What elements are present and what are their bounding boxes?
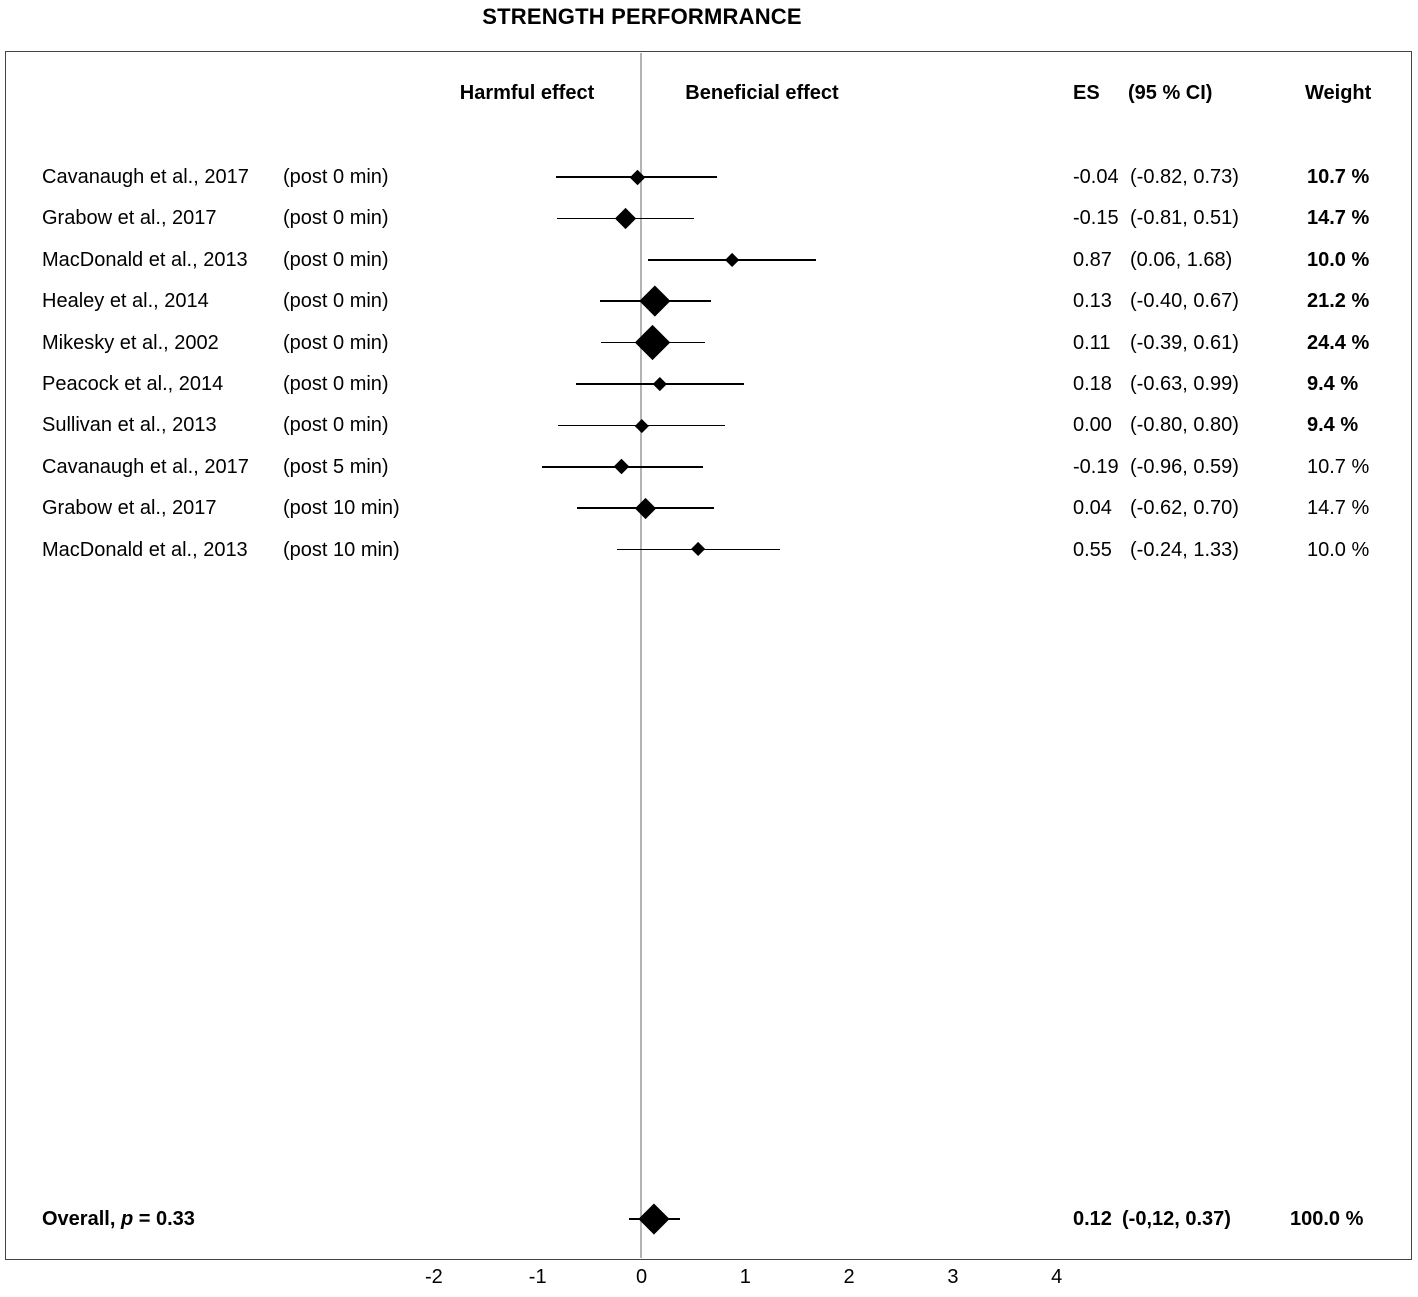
overall-label-prefix: Overall, <box>42 1208 121 1230</box>
es-value: 0.11 <box>1073 332 1111 354</box>
study-label: Grabow et al., 2017 <box>42 207 217 229</box>
overall-ci-value: (-0,12, 0.37) <box>1122 1208 1231 1230</box>
es-value: -0.19 <box>1073 456 1119 478</box>
table-row: MacDonald et al., 2013 (post 0 min) 0.87… <box>0 240 1418 280</box>
weight-value: 10.0 % <box>1307 249 1370 271</box>
overall-label: Overall, p = 0.33 <box>42 1199 195 1239</box>
weight-value: 21.2 % <box>1307 290 1370 312</box>
study-time-label: (post 0 min) <box>283 290 389 312</box>
axis-tick-label: -2 <box>424 1266 443 1288</box>
study-label: Grabow et al., 2017 <box>42 497 217 519</box>
es-value: 0.55 <box>1073 539 1112 561</box>
axis-tick-label: 1 <box>739 1266 751 1288</box>
study-label: Sullivan et al., 2013 <box>42 414 217 436</box>
study-label: Healey et al., 2014 <box>42 290 209 312</box>
beneficial-effect-header: Beneficial effect <box>685 82 839 104</box>
ci-value: (-0.24, 1.33) <box>1130 539 1239 561</box>
plot-frame <box>5 51 1412 1260</box>
ci-value: (-0.96, 0.59) <box>1130 456 1239 478</box>
ci-column-header: (95 % CI) <box>1128 82 1213 104</box>
overall-row: Overall, p = 0.33 0.12 (-0,12, 0.37) 100… <box>0 1199 1418 1239</box>
axis-tick-label: -1 <box>528 1266 547 1288</box>
study-time-label: (post 0 min) <box>283 414 389 436</box>
ci-value: (-0.39, 0.61) <box>1130 332 1239 354</box>
es-column-header: ES <box>1073 82 1100 104</box>
study-label: MacDonald et al., 2013 <box>42 249 248 271</box>
study-time-label: (post 0 min) <box>283 332 389 354</box>
es-value: 0.18 <box>1073 373 1112 395</box>
es-value: 0.00 <box>1073 414 1112 436</box>
weight-column-header: Weight <box>1305 82 1372 104</box>
table-row: Grabow et al., 2017 (post 0 min) -0.15 (… <box>0 198 1418 238</box>
weight-value: 10.0 % <box>1307 539 1370 561</box>
table-row: Healey et al., 2014 (post 0 min) 0.13 (-… <box>0 281 1418 321</box>
table-row: Grabow et al., 2017 (post 10 min) 0.04 (… <box>0 488 1418 528</box>
overall-weight-value: 100.0 % <box>1290 1208 1364 1230</box>
es-value: -0.04 <box>1073 166 1119 188</box>
axis-tick-label: 3 <box>947 1266 959 1288</box>
ci-value: (-0.80, 0.80) <box>1130 414 1239 436</box>
axis-tick-label: 0 <box>635 1266 648 1288</box>
es-value: 0.13 <box>1073 290 1112 312</box>
study-time-label: (post 5 min) <box>283 456 389 478</box>
ci-value: (-0.82, 0.73) <box>1130 166 1239 188</box>
table-row: MacDonald et al., 2013 (post 10 min) 0.5… <box>0 530 1418 570</box>
ci-value: (-0.40, 0.67) <box>1130 290 1239 312</box>
axis-tick-label: 2 <box>843 1266 855 1288</box>
ci-value: (-0.63, 0.99) <box>1130 373 1239 395</box>
table-row: Mikesky et al., 2002 (post 0 min) 0.11 (… <box>0 323 1418 363</box>
weight-value: 14.7 % <box>1307 497 1370 519</box>
weight-value: 10.7 % <box>1307 166 1370 188</box>
overall-p-value: = 0.33 <box>133 1208 195 1230</box>
study-time-label: (post 0 min) <box>283 166 389 188</box>
study-label: Cavanaugh et al., 2017 <box>42 166 249 188</box>
weight-value: 10.7 % <box>1307 456 1370 478</box>
table-row: Sullivan et al., 2013 (post 0 min) 0.00 … <box>0 405 1418 445</box>
weight-value: 9.4 % <box>1307 414 1359 436</box>
table-row: Peacock et al., 2014 (post 0 min) 0.18 (… <box>0 364 1418 404</box>
study-label: Cavanaugh et al., 2017 <box>42 456 249 478</box>
weight-value: 9.4 % <box>1307 373 1359 395</box>
study-time-label: (post 0 min) <box>283 373 389 395</box>
table-row: Cavanaugh et al., 2017 (post 5 min) -0.1… <box>0 447 1418 487</box>
es-value: 0.04 <box>1073 497 1112 519</box>
study-label: Mikesky et al., 2002 <box>42 332 219 354</box>
ci-value: (0.06, 1.68) <box>1130 249 1233 271</box>
study-time-label: (post 0 min) <box>283 249 389 271</box>
study-time-label: (post 0 min) <box>283 207 389 229</box>
table-row: Cavanaugh et al., 2017 (post 0 min) -0.0… <box>0 157 1418 197</box>
overall-p-symbol: p <box>120 1208 134 1230</box>
axis-tick-label: 4 <box>1051 1266 1063 1288</box>
weight-value: 14.7 % <box>1307 207 1370 229</box>
overall-es-value: 0.12 <box>1073 1208 1112 1230</box>
ci-value: (-0.81, 0.51) <box>1130 207 1239 229</box>
zero-effect-line <box>640 53 642 1258</box>
study-label: MacDonald et al., 2013 <box>42 539 248 561</box>
weight-value: 24.4 % <box>1307 332 1370 354</box>
es-value: -0.15 <box>1073 207 1119 229</box>
es-value: 0.87 <box>1073 249 1112 271</box>
study-time-label: (post 10 min) <box>283 539 400 561</box>
study-time-label: (post 10 min) <box>283 497 400 519</box>
ci-value: (-0.62, 0.70) <box>1130 497 1239 519</box>
study-label: Peacock et al., 2014 <box>42 373 224 395</box>
harmful-effect-header: Harmful effect <box>459 82 595 104</box>
chart-title: STRENGTH PERFORMRANCE <box>482 4 802 29</box>
